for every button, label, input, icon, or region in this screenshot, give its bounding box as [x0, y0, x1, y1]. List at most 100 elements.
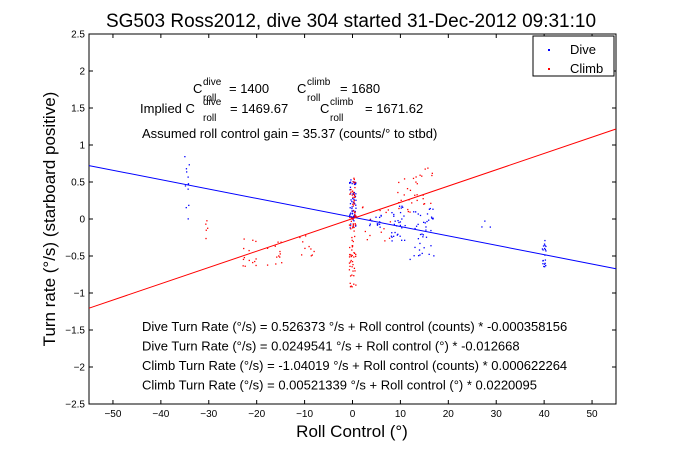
c-roll-climb-value: = 1680	[340, 81, 380, 96]
data-point-dive	[417, 223, 419, 226]
y-tick-label: 0	[79, 215, 85, 226]
data-point-dive	[349, 186, 352, 188]
data-point-climb	[266, 247, 269, 249]
data-point-climb	[274, 245, 276, 247]
data-point-dive	[393, 213, 395, 216]
data-point-climb	[389, 221, 392, 223]
x-tick-label: −40	[152, 409, 169, 420]
data-point-climb	[352, 196, 354, 199]
fit-line-dive	[88, 165, 617, 270]
x-tick-label: −50	[104, 409, 121, 420]
data-point-climb	[354, 215, 356, 218]
data-point-dive	[401, 205, 403, 207]
data-point-dive	[352, 219, 354, 221]
data-point-climb	[349, 282, 351, 284]
data-point-dive	[354, 195, 357, 198]
data-point-dive	[430, 216, 433, 218]
data-point-climb	[400, 199, 402, 202]
data-point-climb	[205, 229, 207, 231]
data-point-dive	[187, 188, 189, 190]
data-point-climb	[353, 194, 356, 197]
data-point-climb	[352, 192, 355, 194]
data-point-climb	[369, 234, 371, 237]
data-point-climb	[379, 209, 381, 212]
data-point-dive	[349, 207, 351, 209]
y-tick-label: −2	[74, 363, 86, 374]
data-point-dive	[399, 224, 402, 227]
c-roll-dive-sup: dive	[203, 77, 222, 88]
data-point-climb	[243, 256, 246, 259]
data-point-dive	[187, 183, 190, 186]
data-point-dive	[186, 171, 188, 173]
data-point-climb	[206, 220, 208, 222]
data-point-climb	[351, 274, 353, 276]
data-point-dive	[399, 221, 402, 223]
data-point-dive	[187, 218, 189, 220]
data-point-climb	[348, 262, 351, 264]
data-point-dive	[392, 235, 395, 237]
data-point-dive	[394, 231, 396, 234]
data-point-climb	[416, 194, 418, 196]
data-point-dive	[541, 248, 544, 250]
data-point-dive	[398, 205, 401, 207]
data-point-climb	[354, 235, 356, 238]
data-point-dive	[398, 221, 400, 224]
data-point-climb	[355, 215, 357, 217]
data-point-dive	[350, 179, 352, 181]
data-point-climb	[352, 203, 354, 205]
data-point-climb	[354, 211, 356, 214]
data-point-climb	[266, 264, 269, 266]
data-point-climb	[350, 228, 352, 230]
x-tick-label: 40	[539, 409, 551, 420]
data-point-climb	[354, 252, 356, 255]
data-point-climb	[385, 211, 387, 214]
data-point-dive	[394, 220, 396, 222]
data-point-dive	[542, 259, 544, 262]
data-point-climb	[255, 240, 257, 243]
data-point-climb	[349, 193, 351, 195]
data-point-climb	[349, 261, 352, 263]
data-point-climb	[279, 253, 281, 255]
c-roll-climb-sup: climb	[307, 77, 331, 88]
data-point-dive	[544, 239, 546, 242]
data-point-dive	[184, 185, 187, 187]
y-tick-label: −1	[74, 289, 86, 300]
data-point-dive	[419, 242, 421, 245]
data-point-climb	[281, 262, 283, 264]
data-point-dive	[426, 220, 428, 223]
x-tick-label: 0	[350, 409, 356, 420]
data-point-climb	[361, 207, 364, 209]
data-point-climb	[242, 258, 245, 261]
roll-gain-annotation: Assumed roll control gain = 35.37 (count…	[142, 126, 437, 141]
data-point-dive	[351, 210, 353, 212]
data-point-dive	[419, 254, 421, 256]
data-point-dive	[185, 206, 187, 209]
data-point-dive	[379, 221, 381, 223]
data-point-climb	[348, 224, 351, 226]
implied-prefix: Implied C	[140, 101, 195, 116]
legend-label-climb: Climb	[570, 61, 603, 76]
fit-equation: Climb Turn Rate (°/s) = 0.00521339 °/s +…	[142, 378, 537, 393]
data-point-dive	[376, 224, 379, 226]
data-point-dive	[422, 234, 425, 236]
data-point-climb	[380, 231, 382, 233]
data-point-climb	[308, 245, 310, 248]
data-point-climb	[252, 239, 254, 241]
data-point-dive	[353, 198, 355, 200]
c-roll-dive-value: = 1400	[229, 81, 269, 96]
data-point-climb	[397, 191, 399, 194]
data-point-climb	[350, 255, 352, 258]
data-point-dive	[418, 249, 421, 251]
fit-equation: Climb Turn Rate (°/s) = -1.04019 °/s + R…	[142, 358, 567, 373]
data-point-climb	[348, 269, 351, 271]
data-point-climb	[299, 236, 301, 239]
data-point-dive	[349, 227, 351, 229]
data-point-dive	[376, 223, 378, 225]
x-tick-label: −30	[200, 409, 217, 420]
data-point-climb	[351, 236, 353, 239]
data-point-climb	[244, 265, 246, 267]
c-roll-dive-symbol: C	[193, 81, 202, 96]
data-point-dive	[415, 211, 417, 213]
data-point-dive	[369, 224, 371, 227]
c-roll-climb-sub: roll	[307, 93, 320, 104]
